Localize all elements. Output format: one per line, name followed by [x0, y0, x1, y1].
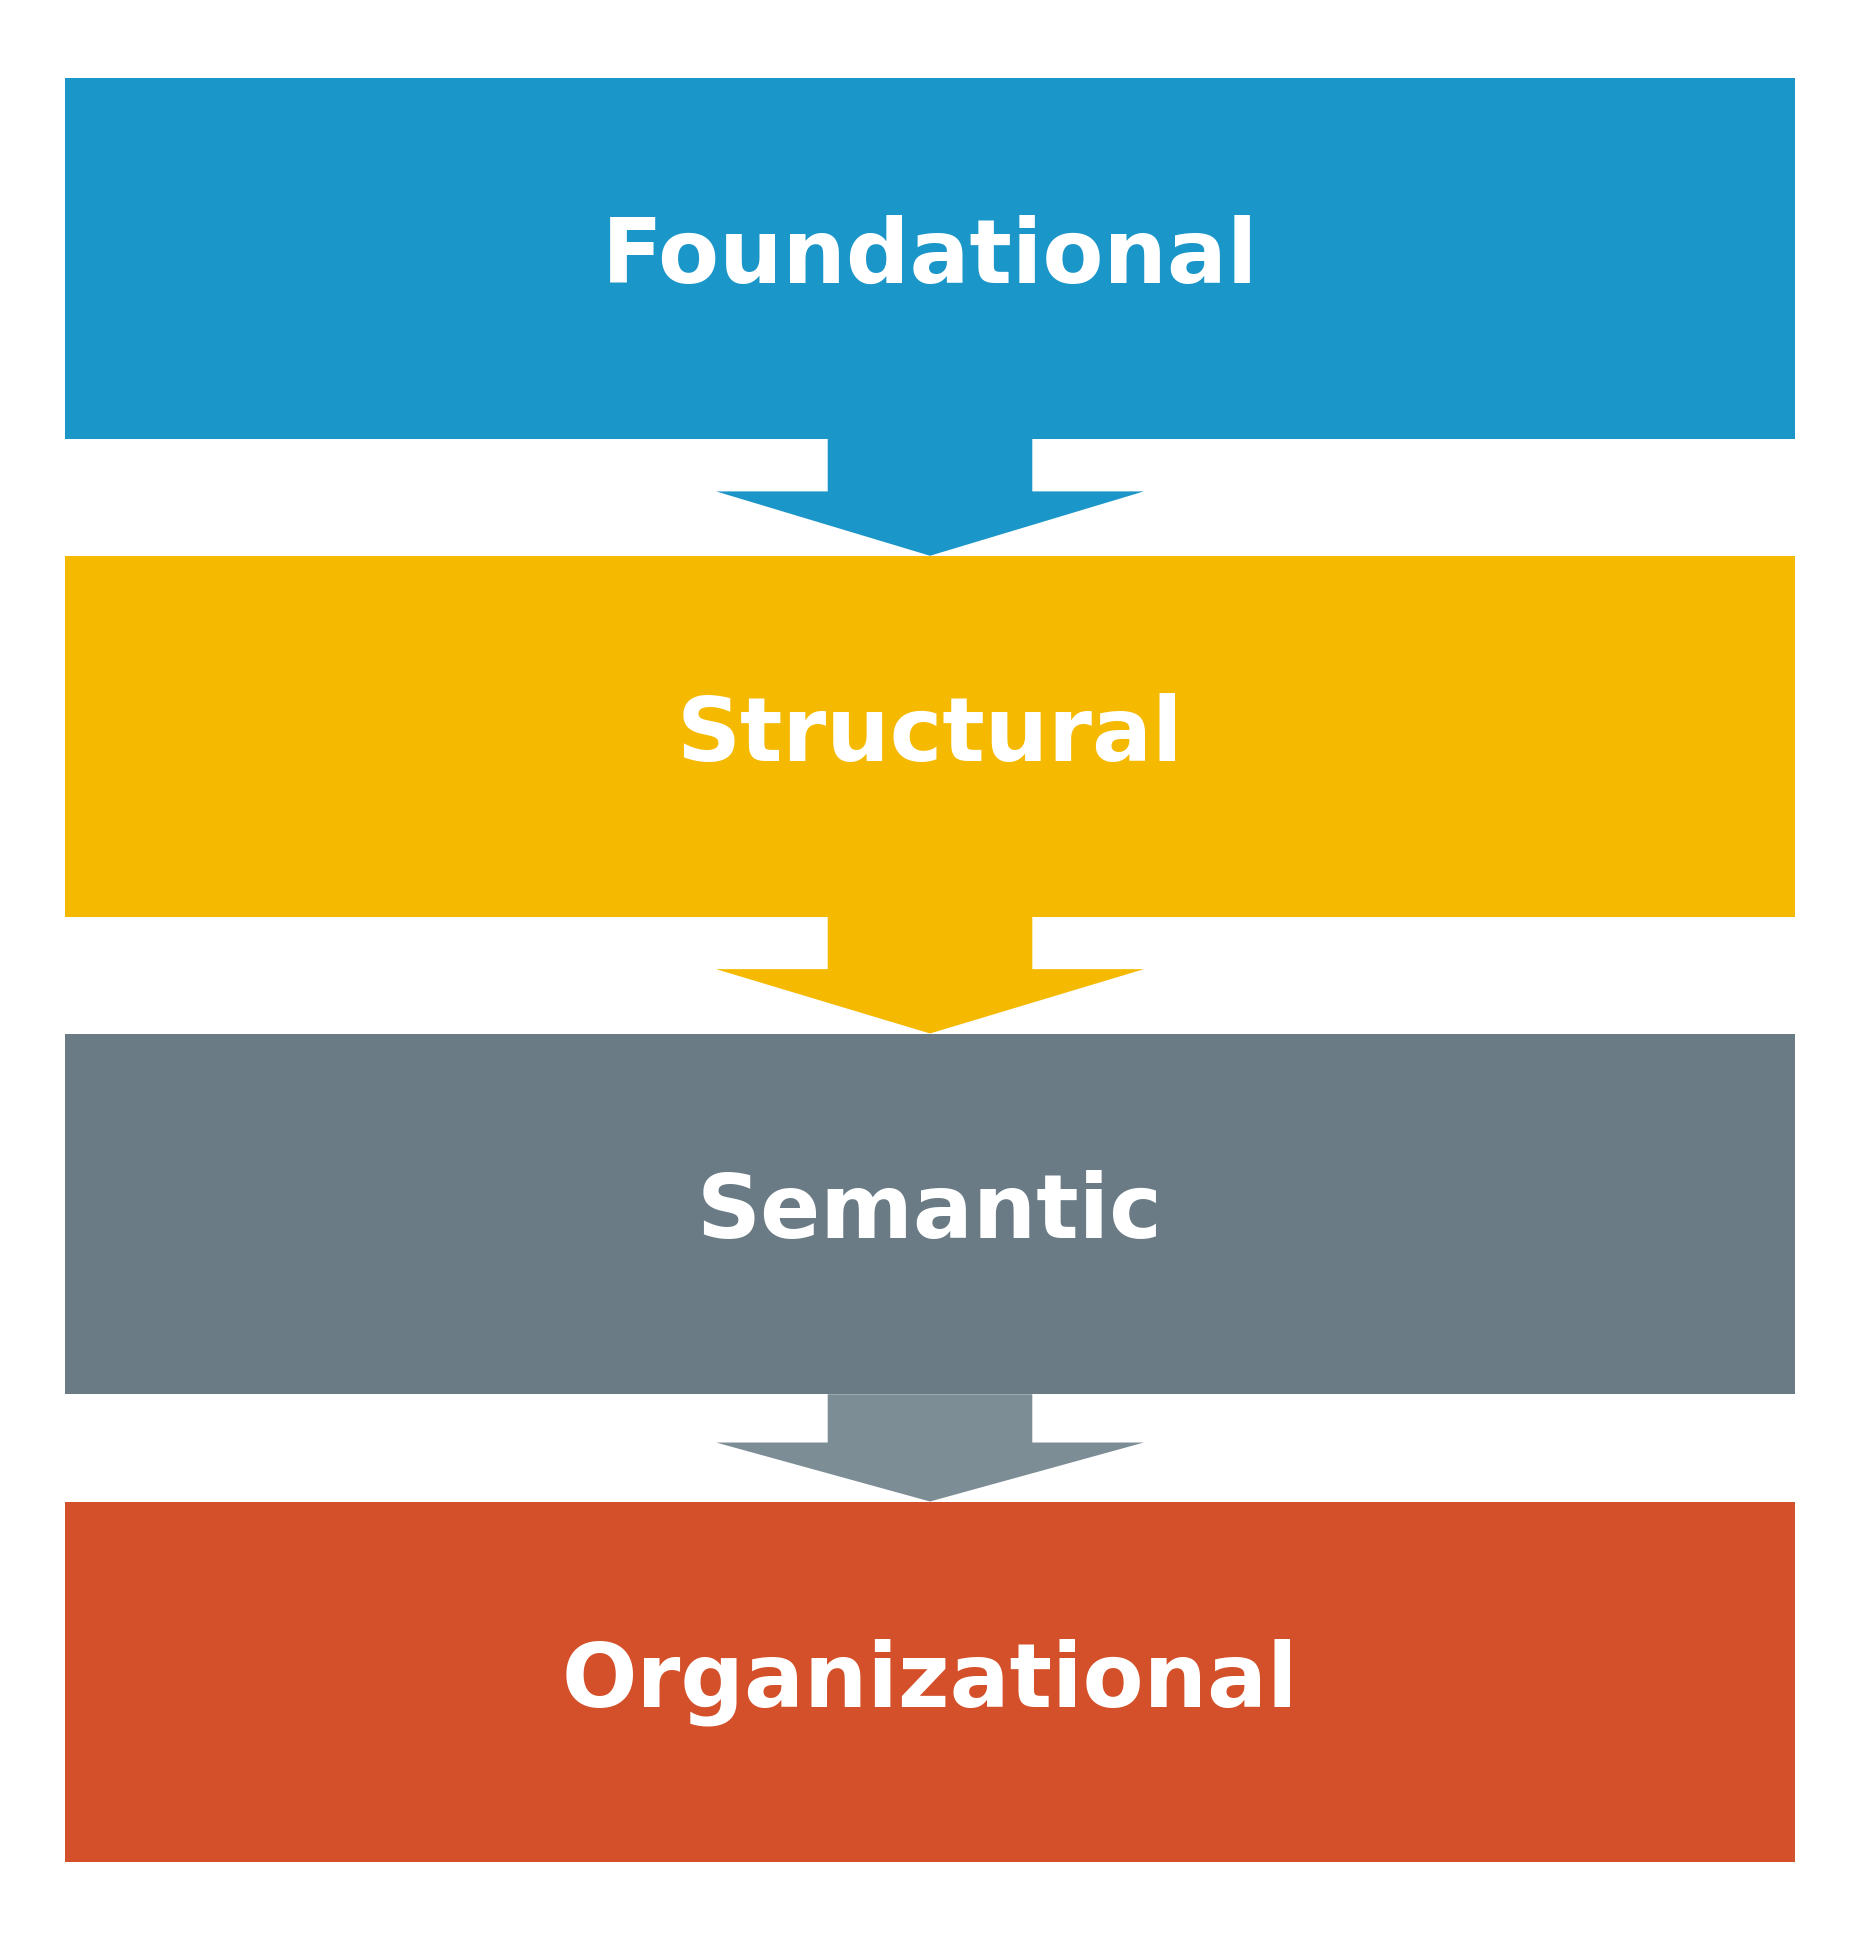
Polygon shape	[716, 916, 1144, 1034]
Bar	[65, 78, 1795, 439]
Polygon shape	[716, 1394, 1144, 1502]
Text: Foundational: Foundational	[603, 214, 1257, 302]
Text: Organizational: Organizational	[562, 1638, 1298, 1726]
Bar	[65, 1034, 1795, 1394]
Polygon shape	[716, 439, 1144, 556]
Bar	[65, 556, 1795, 916]
Text: Semantic: Semantic	[698, 1170, 1162, 1258]
Text: Structural: Structural	[677, 692, 1183, 780]
Bar	[65, 1502, 1795, 1862]
